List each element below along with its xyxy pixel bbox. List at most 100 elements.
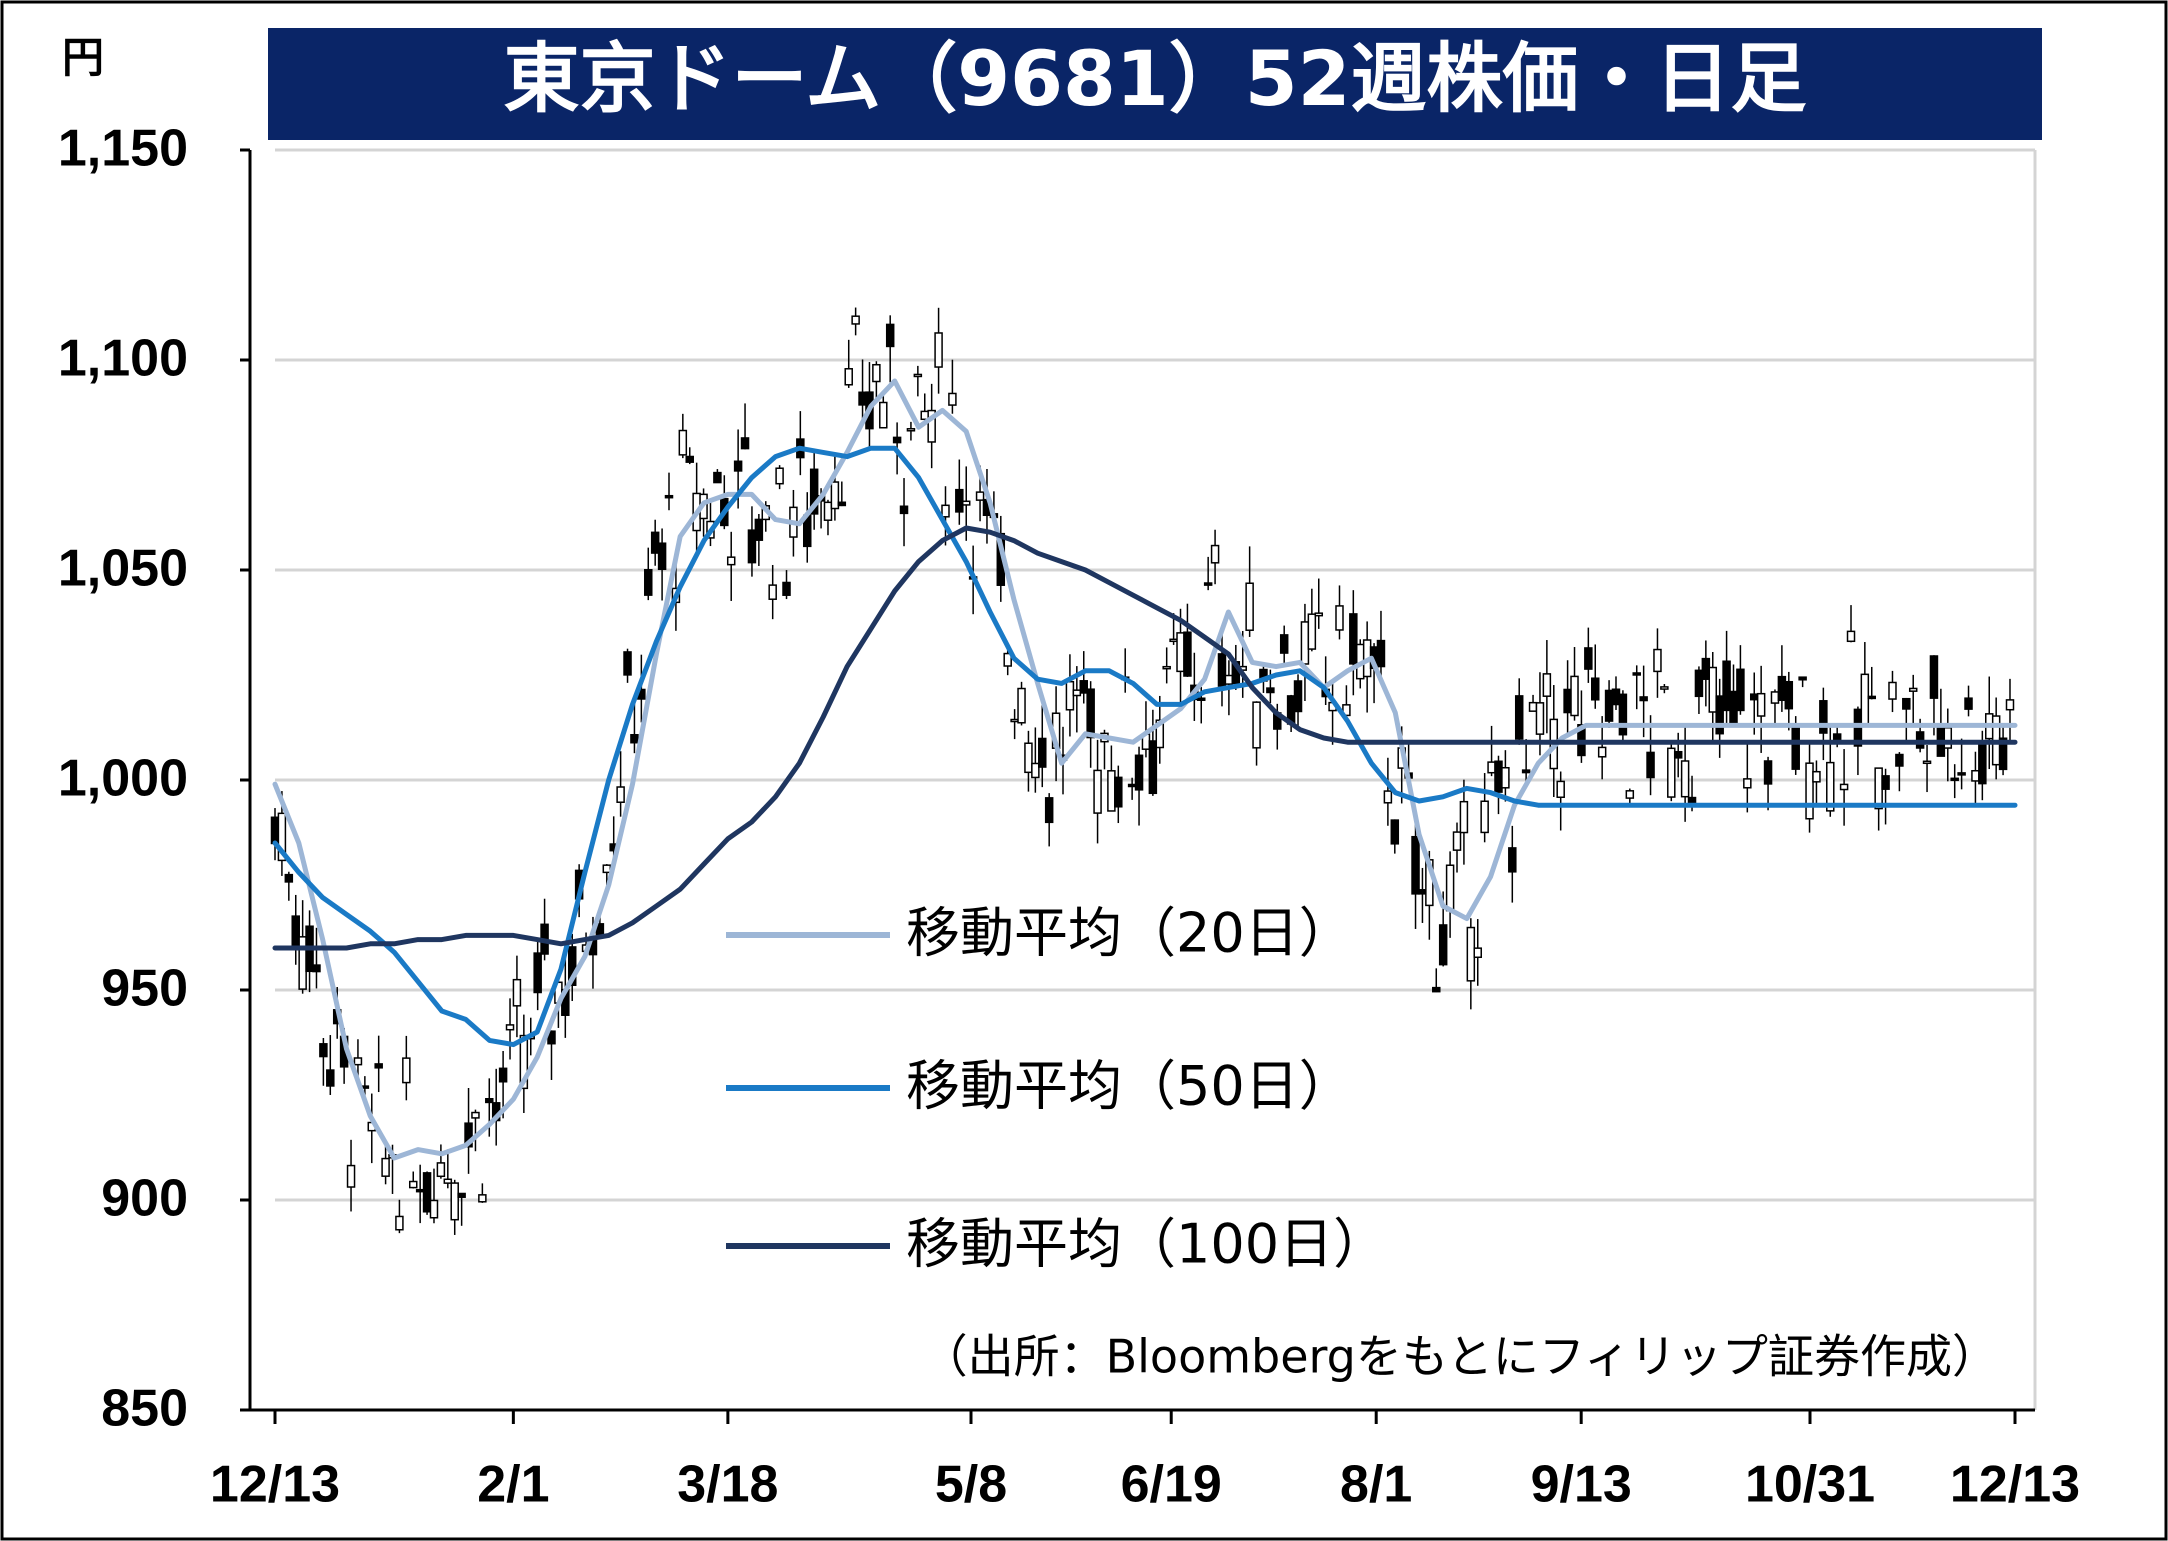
candle-body bbox=[1038, 737, 1047, 768]
candle-body bbox=[485, 1098, 494, 1104]
candle-body bbox=[374, 1063, 383, 1069]
candle-body bbox=[464, 1122, 473, 1148]
candle-body bbox=[1791, 725, 1800, 770]
candle-body bbox=[1432, 986, 1441, 993]
candle-body bbox=[955, 488, 964, 513]
candle-body bbox=[1376, 639, 1386, 668]
candle-body bbox=[879, 401, 888, 429]
candle-body bbox=[1107, 770, 1116, 812]
candle-body bbox=[533, 952, 542, 994]
candle-body bbox=[1445, 864, 1455, 912]
candle-body bbox=[1086, 688, 1095, 739]
candle-body bbox=[1722, 660, 1731, 712]
candle-body bbox=[567, 946, 577, 986]
x-tick-label: 5/8 bbox=[935, 1456, 1007, 1514]
candle-body bbox=[1625, 790, 1635, 799]
candle-body bbox=[1563, 688, 1572, 714]
candle-body bbox=[1604, 689, 1614, 722]
candle-body bbox=[1024, 742, 1033, 774]
candle-body bbox=[1763, 760, 1773, 785]
candle-body bbox=[450, 1182, 459, 1221]
candle-body bbox=[1155, 719, 1165, 749]
candle-body bbox=[1570, 675, 1579, 717]
candle-body bbox=[1383, 790, 1393, 804]
x-tick-label: 8/1 bbox=[1340, 1456, 1412, 1514]
candle-body bbox=[1017, 687, 1026, 724]
candle-body bbox=[1224, 674, 1234, 685]
candle-body bbox=[1003, 652, 1012, 667]
candle-body bbox=[346, 1164, 356, 1188]
y-axis-unit: 円 bbox=[62, 34, 104, 81]
candle-body bbox=[1411, 835, 1420, 895]
y-tick-label: 850 bbox=[101, 1380, 188, 1438]
candle-body bbox=[1998, 737, 2008, 771]
candle-body bbox=[1210, 544, 1220, 564]
candle-body bbox=[913, 373, 923, 378]
candle-body bbox=[1867, 695, 1876, 700]
candle-body bbox=[1127, 783, 1137, 788]
candle-body bbox=[1639, 696, 1648, 702]
candle-body bbox=[1245, 582, 1254, 631]
candle-body bbox=[443, 1178, 453, 1184]
candle-body bbox=[1252, 701, 1261, 749]
candle-body bbox=[1922, 760, 1932, 765]
candle-body bbox=[1777, 675, 1787, 702]
candle-body bbox=[1971, 769, 1980, 782]
candle-body bbox=[498, 1067, 508, 1083]
candle-body bbox=[1701, 657, 1711, 680]
candle-body bbox=[1715, 695, 1724, 735]
candle-body bbox=[927, 409, 936, 443]
candle-body bbox=[1888, 681, 1897, 700]
candle-body bbox=[1480, 800, 1489, 834]
candle-body bbox=[1943, 726, 1953, 749]
y-tick-labels: 850 900 950 1,000 1,050 1,100 1,150 bbox=[58, 120, 188, 1438]
x-tick-label: 3/18 bbox=[677, 1456, 778, 1514]
candle-body bbox=[2005, 699, 2015, 711]
candle-body bbox=[1501, 766, 1510, 789]
candle-body bbox=[1694, 669, 1704, 698]
candle-body bbox=[1349, 613, 1358, 665]
candle-body bbox=[775, 467, 784, 485]
title-banner bbox=[268, 28, 2042, 140]
candle-body bbox=[1667, 747, 1676, 798]
candle-body bbox=[1217, 653, 1227, 687]
candle-body bbox=[395, 1215, 404, 1231]
x-tick-label: 10/31 bbox=[1745, 1456, 1875, 1514]
series-line-ma50 bbox=[272, 445, 2018, 1048]
candle-body bbox=[782, 581, 791, 596]
candle-body bbox=[1749, 693, 1759, 701]
axes bbox=[240, 148, 2035, 1424]
candle-body bbox=[754, 518, 764, 541]
candle-body bbox=[1279, 634, 1289, 654]
candle-body bbox=[1093, 769, 1102, 814]
candle-body bbox=[837, 501, 847, 507]
x-tick-label: 12/13 bbox=[210, 1456, 340, 1514]
moving-average-lines bbox=[272, 378, 2018, 1161]
candle-body bbox=[1902, 697, 1911, 710]
candle-body bbox=[872, 363, 881, 383]
candle-body bbox=[1908, 687, 1918, 692]
candle-body bbox=[733, 460, 743, 472]
candle-body bbox=[1798, 676, 1807, 681]
candle-body bbox=[1114, 776, 1123, 808]
series-line-ma20 bbox=[272, 378, 2018, 1161]
candle-body bbox=[457, 1192, 466, 1198]
y-tick-label: 1,050 bbox=[58, 540, 188, 598]
candle-body bbox=[1826, 761, 1835, 812]
legend-label-ma20: 移動平均（20日） bbox=[906, 902, 1353, 965]
y-tick-label: 950 bbox=[101, 960, 188, 1018]
legend-label-ma100: 移動平均（100日） bbox=[906, 1213, 1387, 1276]
candle-body bbox=[747, 529, 757, 564]
candle-body bbox=[312, 964, 321, 973]
candle-body bbox=[892, 436, 902, 444]
candle-body bbox=[1148, 740, 1158, 795]
candle-body bbox=[713, 471, 722, 484]
x-tick-label: 2/1 bbox=[477, 1456, 549, 1514]
candle-body bbox=[948, 392, 957, 406]
candle-body bbox=[1957, 772, 1966, 776]
candle-body bbox=[1805, 762, 1814, 820]
candle-body bbox=[1542, 673, 1552, 697]
candle-body bbox=[1473, 947, 1482, 959]
candle-body bbox=[1438, 924, 1448, 966]
